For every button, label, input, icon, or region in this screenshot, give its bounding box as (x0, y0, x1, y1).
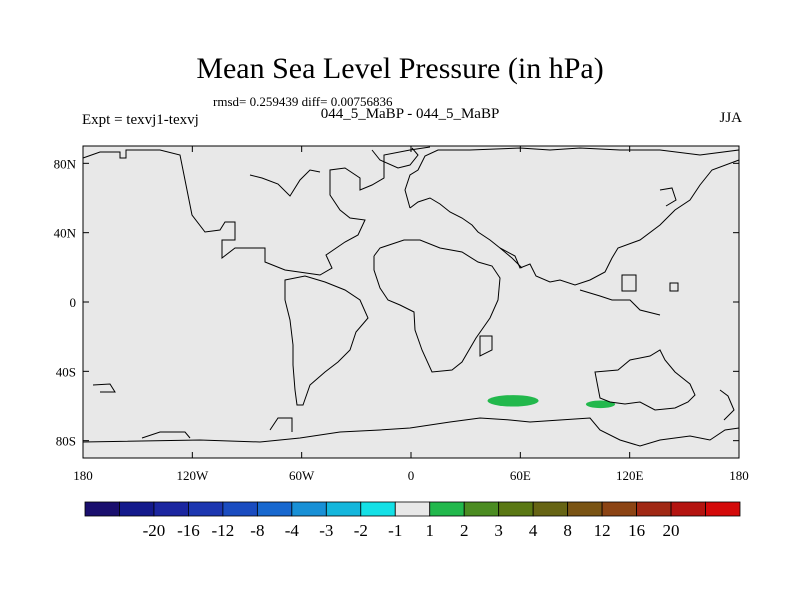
season-label: JJA (719, 110, 742, 126)
lon-tick-label: 0 (408, 468, 415, 483)
coastline-greenland (371, 147, 419, 169)
lat-tick-label: 40S (56, 364, 76, 379)
anomaly-region-1 (487, 395, 539, 407)
coastline-japan (659, 187, 677, 207)
colorbar-swatch (84, 501, 120, 517)
coastline-australia (594, 349, 696, 411)
colorbar-label: 20 (663, 521, 680, 540)
lat-tick-label: 0 (70, 295, 77, 310)
colorbar-swatch (532, 501, 569, 517)
map-background (83, 146, 739, 458)
anomaly-layer (487, 395, 616, 409)
colorbar-label: -1 (388, 521, 402, 540)
coastline-africa (373, 239, 501, 373)
colorbar-swatch (601, 501, 637, 517)
colorbar-label: -16 (177, 521, 200, 540)
lon-tick-label: 180 (729, 468, 749, 483)
colorbar-swatch (636, 501, 672, 517)
colorbar-swatch (670, 501, 706, 517)
coastline-north-america (82, 146, 431, 276)
colorbar-swatch (153, 501, 189, 517)
colorbar-label: 8 (563, 521, 572, 540)
longitude-axis: 180 120W 60W 0 60E 120E 180 (73, 146, 749, 483)
colorbar-swatch (256, 501, 293, 517)
stats-line: rmsd= 0.259439 diff= 0.00756836 (213, 94, 393, 109)
coastline-island-1 (621, 274, 637, 292)
chart-subtitle: 044_5_MaBP - 044_5_MaBP (320, 106, 500, 122)
anomaly-region-2 (585, 400, 616, 409)
coastline-arabia (499, 247, 523, 269)
colorbar-label: -20 (143, 521, 166, 540)
colorbar-swatch (498, 501, 534, 517)
colorbar-label: 12 (594, 521, 611, 540)
colorbar-label: 16 (628, 521, 645, 540)
lon-tick-label: 180 (73, 468, 93, 483)
coastline-madagascar (479, 335, 493, 357)
colorbar-label: -12 (212, 521, 235, 540)
colorbar-swatch (119, 501, 155, 517)
chart-title: Mean Sea Level Pressure (in hPa) (196, 52, 604, 85)
colorbar-label: -3 (319, 521, 333, 540)
lon-tick-label: 120W (176, 468, 209, 483)
latitude-axis: 80N 40N 0 40S 80S (54, 156, 739, 449)
lon-tick-label: 120E (616, 468, 644, 483)
colorbar-label: -8 (250, 521, 264, 540)
colorbar-label: 1 (425, 521, 434, 540)
colorbar-swatch (429, 501, 465, 517)
colorbar-swatch (222, 501, 258, 517)
colorbar-swatch (394, 501, 431, 517)
colorbar-swatch (188, 501, 224, 517)
coastline-eurasia (404, 147, 740, 286)
colorbar-label: -2 (354, 521, 368, 540)
colorbar-swatch (705, 501, 741, 517)
colorbar-swatch (567, 501, 603, 517)
experiment-label: Expt = texvj1-texvj (82, 112, 199, 128)
coastline-island-2 (669, 282, 679, 292)
lat-tick-label: 80N (54, 156, 77, 171)
colorbar-swatch (291, 501, 327, 517)
lon-tick-label: 60W (289, 468, 315, 483)
coastline-indonesia (579, 289, 661, 316)
coastlines (82, 146, 740, 447)
coastline-new-zealand (719, 389, 735, 421)
colorbar-label: -4 (285, 521, 300, 540)
lon-tick-label: 60E (510, 468, 531, 483)
coastline-weddell (269, 417, 293, 432)
coastline-antarctica (82, 417, 740, 447)
coastline-south-america (284, 275, 369, 406)
colorbar-swatch (360, 501, 396, 517)
colorbar: -20 -16 -12 -8 -4 -3 -2 -1 1 2 3 4 8 12 16 20 (84, 501, 741, 540)
coastline-hudson (249, 169, 321, 197)
colorbar-label: 2 (460, 521, 469, 540)
colorbar-label: 3 (494, 521, 503, 540)
coastline-west-antarctic (92, 383, 116, 393)
colorbar-swatch (325, 501, 362, 517)
coastline-ross-shelf (141, 431, 191, 439)
colorbar-swatch (463, 501, 500, 517)
lat-tick-label: 80S (56, 434, 76, 449)
lat-tick-label: 40N (54, 226, 77, 241)
colorbar-label: 4 (529, 521, 538, 540)
